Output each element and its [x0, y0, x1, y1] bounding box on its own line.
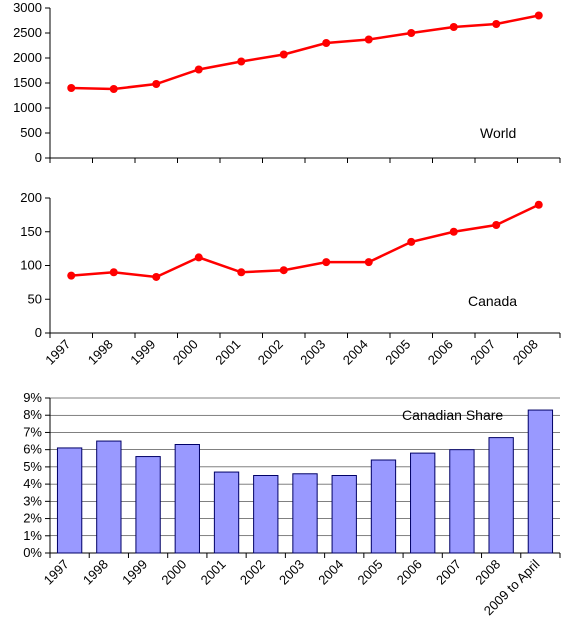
- data-marker: [195, 66, 203, 74]
- data-marker: [407, 238, 415, 246]
- bar: [528, 410, 552, 553]
- bar: [175, 445, 199, 554]
- y-tick-label: 150: [20, 224, 42, 239]
- x-tick-label: 2005: [355, 557, 386, 588]
- bar: [332, 476, 356, 554]
- y-tick-label: 5%: [23, 459, 42, 474]
- bar: [411, 453, 435, 553]
- x-tick-label: 2003: [297, 337, 328, 368]
- y-tick-label: 9%: [23, 390, 42, 405]
- data-marker: [535, 12, 543, 20]
- x-tick-label: 2008: [472, 557, 503, 588]
- y-tick-label: 2000: [13, 50, 42, 65]
- y-tick-label: 50: [28, 291, 42, 306]
- data-marker: [407, 29, 415, 37]
- x-tick-label: 2004: [340, 337, 371, 368]
- data-marker: [110, 268, 118, 276]
- data-marker: [237, 58, 245, 66]
- data-marker: [152, 273, 160, 281]
- x-tick-label: 1999: [119, 557, 150, 588]
- x-tick-label: 1997: [42, 337, 73, 368]
- series-label: Canadian Share: [402, 407, 503, 423]
- x-tick-label: 2003: [276, 557, 307, 588]
- world-chart: 0 500 1000 1500 2000 2500 3000 World: [0, 0, 580, 190]
- y-tick-label: 3000: [13, 0, 42, 15]
- y-tick-label: 1000: [13, 100, 42, 115]
- x-tick-label: 1999: [127, 337, 158, 368]
- x-tick-label: 2008: [510, 337, 541, 368]
- y-tick-label: 8%: [23, 407, 42, 422]
- bar: [371, 460, 395, 553]
- data-marker: [322, 39, 330, 47]
- x-tick-label: 2001: [212, 337, 243, 368]
- bar: [97, 441, 121, 553]
- series-label: Canada: [468, 293, 517, 309]
- x-tick-label: 1997: [41, 557, 72, 588]
- y-tick-label: 3%: [23, 493, 42, 508]
- data-marker: [152, 80, 160, 88]
- data-marker: [110, 85, 118, 93]
- data-marker: [280, 266, 288, 274]
- data-marker: [67, 84, 75, 92]
- y-tick-label: 1500: [13, 75, 42, 90]
- y-tick-label: 4%: [23, 476, 42, 491]
- bar: [136, 457, 160, 553]
- y-tick-label: 0: [35, 325, 42, 340]
- bar: [254, 476, 278, 554]
- x-tick-label: 2006: [425, 337, 456, 368]
- x-tick-label: 2001: [198, 557, 229, 588]
- data-marker: [67, 272, 75, 280]
- x-tick-label: 2000: [158, 557, 189, 588]
- x-tick-label: 2004: [315, 557, 346, 588]
- data-marker: [365, 258, 373, 266]
- x-tick-label: 2002: [237, 557, 268, 588]
- data-line: [71, 16, 539, 90]
- series-label: World: [480, 125, 516, 141]
- data-marker: [450, 23, 458, 31]
- x-tick-label: 2000: [170, 337, 201, 368]
- data-line: [71, 205, 539, 277]
- data-marker: [450, 228, 458, 236]
- x-tick-label: 2002: [255, 337, 286, 368]
- x-tick-label: 2005: [382, 337, 413, 368]
- y-tick-label: 7%: [23, 424, 42, 439]
- y-tick-label: 0%: [23, 545, 42, 560]
- bar: [57, 448, 81, 553]
- bar: [489, 438, 513, 553]
- data-marker: [237, 268, 245, 276]
- x-tick-label: 2007: [467, 337, 498, 368]
- data-marker: [492, 221, 500, 229]
- x-tick-label: 2006: [394, 557, 425, 588]
- data-marker: [322, 258, 330, 266]
- data-marker: [365, 36, 373, 44]
- data-marker: [492, 20, 500, 28]
- x-tick-label: 1998: [80, 557, 111, 588]
- x-tick-label: 1998: [85, 337, 116, 368]
- y-tick-label: 1%: [23, 528, 42, 543]
- bar: [293, 474, 317, 553]
- data-marker: [535, 201, 543, 209]
- y-tick-label: 200: [20, 190, 42, 205]
- data-marker: [195, 253, 203, 261]
- canada-chart: 0 50 100 150 200 1997 1998 1999 2000 2001 2002 2003…: [0, 190, 580, 390]
- x-tick-label: 2007: [433, 557, 464, 588]
- y-tick-label: 2%: [23, 511, 42, 526]
- canadian-share-chart: 0% 1% 2% 3% 4% 5% 6% 7% 8% 9% 1997 1998 1999 2000 2001…: [0, 390, 580, 640]
- bar: [450, 450, 474, 553]
- y-tick-label: 6%: [23, 442, 42, 457]
- data-marker: [280, 51, 288, 59]
- y-tick-label: 2500: [13, 25, 42, 40]
- y-tick-label: 0: [35, 150, 42, 165]
- y-tick-label: 500: [20, 125, 42, 140]
- bar: [214, 472, 238, 553]
- y-tick-label: 100: [20, 258, 42, 273]
